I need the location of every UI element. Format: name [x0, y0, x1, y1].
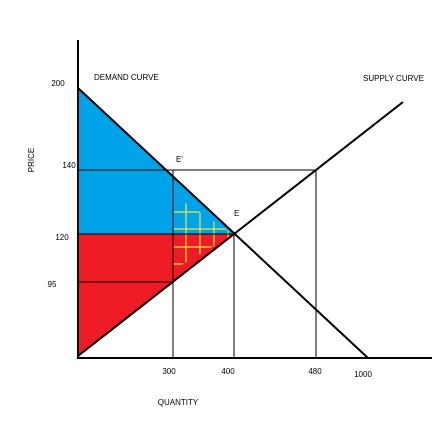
supply-curve	[77, 101, 404, 357]
quantity-label: 300	[162, 367, 176, 376]
quantity-label: 1000	[354, 370, 372, 379]
demand-label: DEMAND CURVE	[94, 73, 159, 82]
price-label: 120	[55, 233, 69, 242]
price-label: 200	[51, 79, 65, 88]
price-label: 140	[62, 161, 76, 170]
demand-curve	[77, 87, 369, 359]
quantity-label: 400	[221, 367, 235, 376]
price-label: 95	[48, 280, 57, 289]
supply-label: SUPPLY CURVE	[363, 74, 424, 83]
y-axis-label: PRICE	[27, 148, 36, 172]
x-axis-label: QUANTITY	[158, 398, 199, 407]
quantity-label: 480	[308, 367, 322, 376]
point-label: E	[234, 209, 239, 218]
point-label: E'	[176, 155, 183, 164]
